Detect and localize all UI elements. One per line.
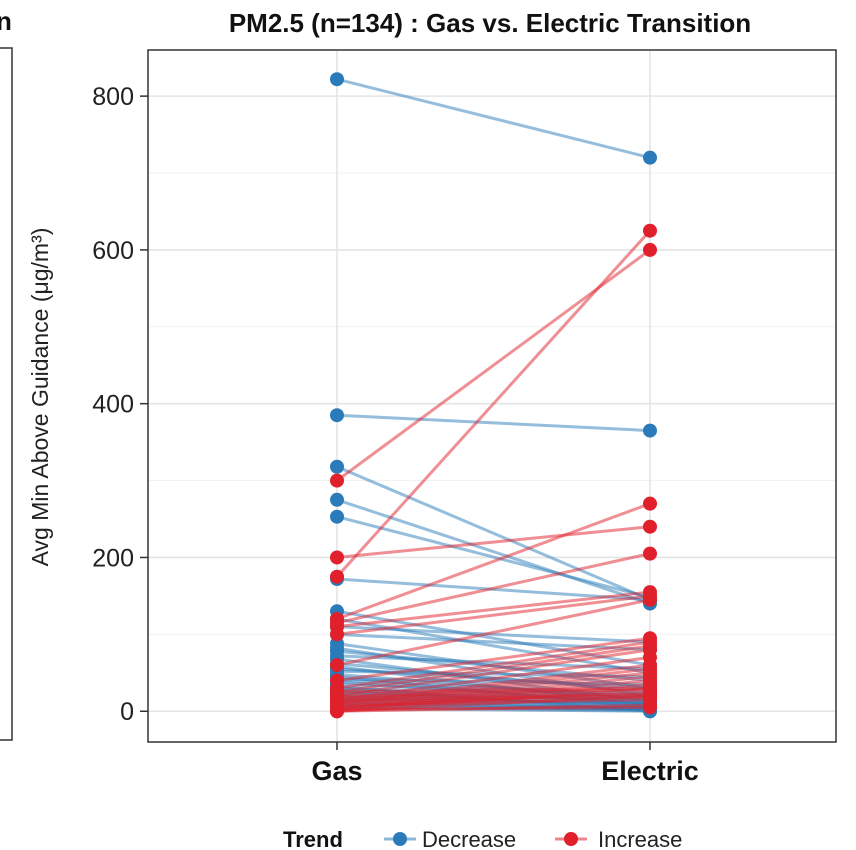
point-increase: [643, 681, 657, 696]
pair-line-increase: [336, 640, 651, 690]
y-tick-label: 200: [92, 544, 134, 572]
point-increase: [643, 546, 657, 561]
y-tick-label: 400: [92, 391, 134, 419]
y-tick-label: 600: [92, 237, 134, 265]
legend-label-increase: Increase: [598, 827, 682, 850]
point-decrease: [330, 509, 344, 524]
left-panel-fragment: [0, 47, 13, 741]
pair-line-increase: [336, 502, 651, 621]
point-increase: [330, 702, 344, 717]
point-decrease: [330, 72, 344, 87]
point-decrease: [330, 408, 344, 423]
chart-title: PM2.5 (n=134) : Gas vs. Electric Transit…: [229, 8, 751, 38]
pair-line-increase: [336, 705, 651, 712]
pair-line-increase: [336, 698, 651, 707]
legend-title: Trend: [283, 827, 343, 850]
pair-line-increase: [336, 598, 651, 667]
point-increase: [643, 223, 657, 238]
y-axis-ticks: 0 200 400 600 800: [92, 83, 148, 726]
point-increase: [643, 242, 657, 257]
pair-line-decrease: [336, 632, 651, 652]
legend-key-point: [393, 832, 407, 846]
point-decrease: [330, 459, 344, 474]
point-increase: [330, 685, 344, 700]
point-decrease: [330, 492, 344, 507]
paired-lines: [335, 77, 652, 713]
pair-line-increase: [336, 648, 651, 698]
x-tick-label: Gas: [311, 756, 362, 786]
pair-line-increase: [336, 694, 651, 702]
point-increase: [330, 569, 344, 584]
pair-line-decrease: [336, 77, 651, 160]
point-decrease: [643, 423, 657, 438]
point-increase: [643, 592, 657, 607]
left-panel-title-fragment: n: [0, 6, 12, 36]
pair-line-increase: [336, 686, 651, 694]
point-decrease: [643, 150, 657, 165]
point-increase: [643, 496, 657, 511]
pair-line-increase: [336, 636, 651, 682]
pair-line-increase: [336, 590, 651, 629]
data-points: [330, 72, 657, 719]
legend-label-decrease: Decrease: [422, 827, 516, 850]
pair-line-increase: [336, 688, 651, 698]
pair-line-increase: [336, 552, 651, 625]
plot-border: [147, 49, 837, 743]
pair-line-increase: [336, 692, 651, 699]
pair-line-increase: [336, 695, 651, 704]
y-tick-label: 800: [92, 83, 134, 111]
pair-line-increase: [336, 594, 651, 636]
pair-line-decrease: [336, 515, 651, 599]
x-axis-ticks: Gas Electric: [311, 742, 699, 786]
plot-background: [148, 50, 836, 742]
point-increase: [643, 519, 657, 534]
point-increase: [330, 473, 344, 488]
point-increase: [330, 550, 344, 565]
y-axis-label: Avg Min Above Guidance (μg/m³): [27, 228, 53, 567]
pair-line-decrease: [336, 654, 651, 671]
pair-line-decrease: [336, 413, 651, 433]
x-tick-label: Electric: [601, 756, 699, 786]
y-tick-label: 0: [120, 698, 134, 726]
pair-line-decrease: [336, 465, 651, 602]
pair-line-increase: [336, 644, 651, 694]
point-increase: [330, 658, 344, 673]
pair-line-increase: [336, 525, 651, 559]
pair-line-increase: [335, 229, 652, 578]
point-increase: [643, 700, 657, 715]
legend-key-point: [564, 832, 578, 846]
point-increase: [330, 627, 344, 642]
legend: Trend Decrease Increase: [283, 827, 682, 850]
